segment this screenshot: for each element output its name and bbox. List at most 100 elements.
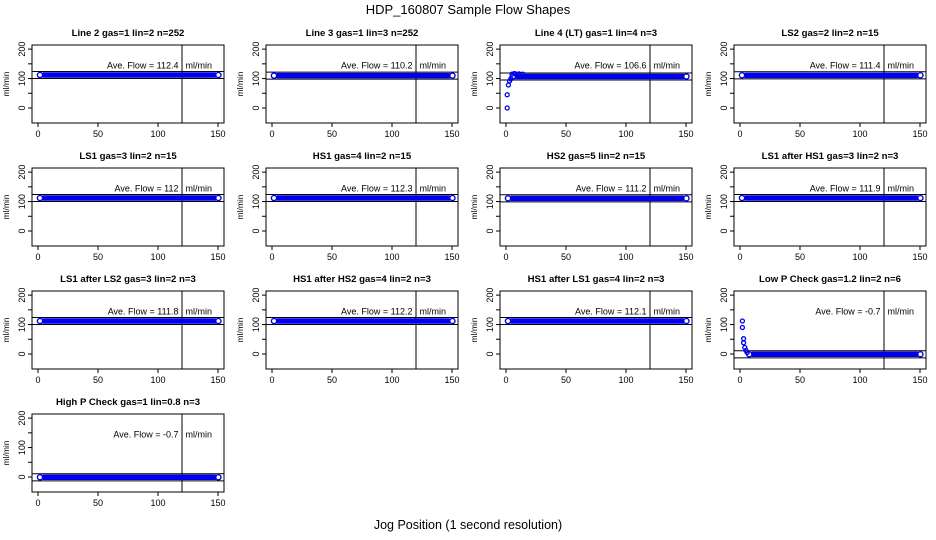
plot-box <box>265 167 459 247</box>
x-tick-label: 100 <box>618 129 633 139</box>
y-axis-title: ml/min <box>469 317 479 342</box>
plot-box <box>31 290 225 370</box>
flow-unit-text: ml/min <box>888 184 915 194</box>
flow-point <box>511 70 518 77</box>
y-axis-title: ml/min <box>1 317 11 342</box>
y-tick-label: 100 <box>251 71 261 86</box>
flow-point <box>504 92 510 98</box>
y-tick-label: 100 <box>719 71 729 86</box>
y-tick-label: 200 <box>485 165 495 180</box>
y-tick-label: 200 <box>17 42 27 57</box>
ave-flow-text: Ave. Flow = 111.9 <box>810 184 881 194</box>
y-tick-label: 100 <box>485 194 495 209</box>
panel-title: HS1 after HS2 gas=4 lin=2 n=3 <box>293 274 431 285</box>
x-tick-label: 50 <box>561 375 571 385</box>
x-tick-label: 150 <box>444 129 459 139</box>
y-axis-title: ml/min <box>1 440 11 465</box>
x-tick-label: 0 <box>269 375 274 385</box>
flow-panel: HS1 after HS2 gas=4 lin=2 n=3 0 50 100 150 0 1… <box>234 267 468 390</box>
flow-panel-chart: Line 2 gas=1 lin=2 n=252 0 50 100 150 0 100 200… <box>1 28 226 139</box>
ave-flow-text: Ave. Flow = 111.4 <box>810 61 881 71</box>
plot-box <box>265 44 459 124</box>
ave-flow-text: Ave. Flow = 111.2 <box>576 184 647 194</box>
x-tick-label: 0 <box>35 252 40 262</box>
flow-panel: LS2 gas=2 lin=2 n=15 0 50 100 150 0 100 200 ml/m… <box>702 21 936 144</box>
flow-unit-text: ml/min <box>420 61 447 71</box>
flow-panel-chart: High P Check gas=1 lin=0.8 n=3 0 50 100 150 0… <box>1 397 226 508</box>
flow-band-endpoint <box>36 317 44 325</box>
flow-unit-text: ml/min <box>888 61 915 71</box>
x-tick-label: 50 <box>795 375 805 385</box>
x-tick-label: 150 <box>912 375 927 385</box>
y-tick-label: 0 <box>17 351 27 356</box>
y-tick-label: 200 <box>251 165 261 180</box>
flow-unit-text: ml/min <box>186 430 213 440</box>
flow-panel: LS1 gas=3 lin=2 n=15 0 50 100 150 0 100 200 ml/m… <box>0 144 234 267</box>
ave-flow-text: Ave. Flow = 106.6 <box>574 61 646 71</box>
plot-box <box>265 290 459 370</box>
plot-box <box>499 290 693 370</box>
x-tick-label: 100 <box>384 375 399 385</box>
y-tick-label: 0 <box>251 228 261 233</box>
flow-panel-chart: LS1 after HS1 gas=3 lin=2 n=3 0 50 100 150 0 1… <box>703 151 928 262</box>
flow-band-endpoint <box>504 195 512 202</box>
flow-band-endpoint <box>270 194 278 202</box>
flow-point <box>740 340 747 346</box>
ave-flow-text: Ave. Flow = 112 <box>115 184 179 194</box>
x-tick-label: 100 <box>384 252 399 262</box>
x-tick-label: 150 <box>678 252 693 262</box>
x-tick-label: 50 <box>327 252 337 262</box>
y-axis-title: ml/min <box>235 194 245 219</box>
x-tick-label: 0 <box>35 129 40 139</box>
flow-band-endpoint <box>449 72 456 79</box>
x-tick-label: 0 <box>503 375 508 385</box>
y-tick-label: 200 <box>251 42 261 57</box>
y-tick-label: 100 <box>251 317 261 332</box>
x-tick-label: 150 <box>678 375 693 385</box>
x-tick-label: 150 <box>210 129 225 139</box>
flow-panel-chart: HS1 gas=4 lin=2 n=15 0 50 100 150 0 100 200 ml/m… <box>235 151 460 262</box>
flow-point <box>508 76 514 82</box>
flow-panel-chart: Line 4 (LT) gas=1 lin=4 n=3 0 50 100 150 0 100… <box>469 28 694 139</box>
ave-flow-text: Ave. Flow = 112.4 <box>107 61 178 71</box>
x-tick-label: 100 <box>150 252 165 262</box>
flow-panel-chart: HS1 after HS2 gas=4 lin=2 n=3 0 50 100 150 0 1… <box>235 274 460 385</box>
x-tick-label: 50 <box>327 129 337 139</box>
ave-flow-text: Ave. Flow = -0.7 <box>113 430 178 440</box>
panel-title: Line 3 gas=1 lin=3 n=252 <box>306 28 419 39</box>
y-tick-label: 100 <box>719 317 729 332</box>
flow-band-endpoint <box>917 194 924 202</box>
flow-band-endpoint <box>449 194 456 202</box>
y-tick-label: 0 <box>485 351 495 356</box>
y-tick-label: 0 <box>17 474 27 479</box>
flow-band-endpoint <box>270 317 278 325</box>
flow-band-endpoint <box>917 72 924 79</box>
flow-point <box>509 71 515 77</box>
x-axis-label: Jog Position (1 second resolution) <box>373 518 563 532</box>
plot-box <box>733 167 927 247</box>
y-axis-title: ml/min <box>235 71 245 96</box>
x-tick-label: 150 <box>912 252 927 262</box>
x-tick-label: 100 <box>852 375 867 385</box>
flow-point <box>504 105 510 111</box>
x-tick-label: 0 <box>35 375 40 385</box>
flow-point <box>514 71 520 77</box>
x-tick-label: 100 <box>384 129 399 139</box>
flow-band-endpoint <box>449 317 456 325</box>
y-tick-label: 200 <box>485 42 495 57</box>
flow-band-endpoint <box>215 194 222 202</box>
y-tick-label: 200 <box>17 165 27 180</box>
x-tick-label: 50 <box>561 129 571 139</box>
x-tick-label: 0 <box>737 129 742 139</box>
flow-panel-chart: HS1 after LS1 gas=4 lin=2 n=3 0 50 100 150 0 1… <box>469 274 694 385</box>
flow-unit-text: ml/min <box>888 307 915 317</box>
x-tick-label: 50 <box>795 252 805 262</box>
flow-band-endpoint <box>683 73 690 80</box>
y-tick-label: 0 <box>719 105 729 110</box>
ave-flow-text: Ave. Flow = 110.2 <box>341 61 412 71</box>
plot-box <box>31 167 225 247</box>
flow-panel: HS2 gas=5 lin=2 n=15 0 50 100 150 0 100 200 ml/m… <box>468 144 702 267</box>
x-tick-label: 100 <box>150 129 165 139</box>
flow-panel-chart: LS1 gas=3 lin=2 n=15 0 50 100 150 0 100 200 ml/m… <box>1 151 226 262</box>
flow-panel: Line 3 gas=1 lin=3 n=252 0 50 100 150 0 100 200… <box>234 21 468 144</box>
